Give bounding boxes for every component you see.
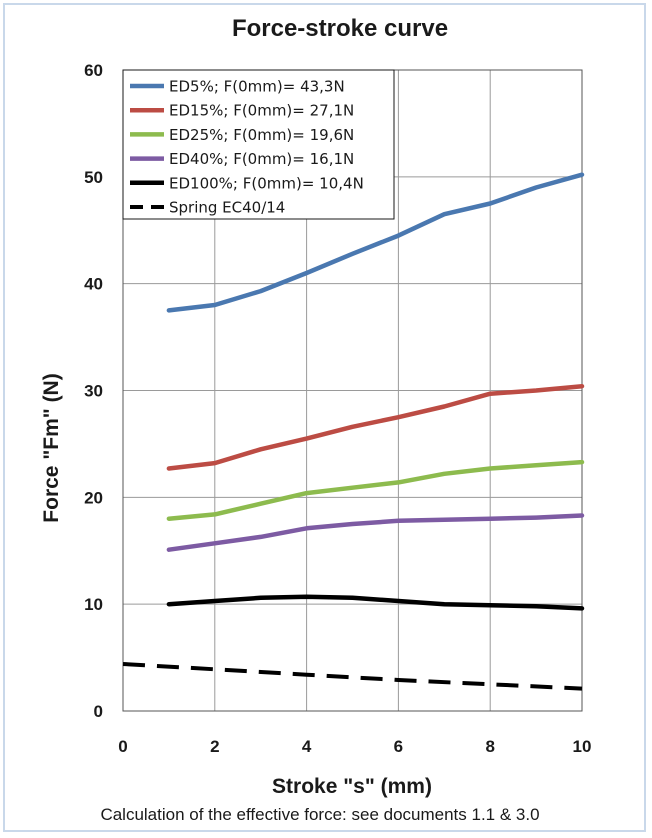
legend-label: ED5%; F(0mm)= 43,3N: [169, 78, 345, 96]
legend-box: [122, 69, 395, 220]
y-tick-label: 20: [84, 488, 103, 507]
legend-label: ED40%; F(0mm)= 16,1N: [169, 150, 354, 168]
x-tick-label: 4: [302, 737, 312, 756]
series-line: [122, 662, 583, 691]
x-tick-label: 6: [394, 737, 403, 756]
y-axis-ticks: 0 10 20 30 40 50 60: [84, 61, 103, 721]
series-line: [166, 459, 585, 521]
legend-label: ED25%; F(0mm)= 19,6N: [169, 126, 354, 144]
x-axis-title: Stroke "s" (mm): [272, 775, 432, 798]
y-axis-title: Force "Fm" (N): [40, 373, 63, 522]
x-tick-label: 8: [485, 737, 494, 756]
legend: ED5%; F(0mm)= 43,3N ED15%; F(0mm)= 27,1N E…: [122, 69, 395, 220]
y-tick-label: 50: [84, 168, 103, 187]
y-tick-label: 30: [84, 382, 103, 401]
legend-label: ED15%; F(0mm)= 27,1N: [169, 102, 354, 120]
series-line: [166, 172, 585, 313]
y-tick-label: 0: [94, 702, 103, 721]
y-tick-label: 60: [84, 61, 103, 80]
legend-label: Spring EC40/14: [169, 199, 285, 217]
series-line: [166, 594, 585, 611]
x-axis-ticks: 0 2 4 6 8 10: [118, 737, 591, 756]
series-line: [166, 383, 585, 471]
chart-caption: Calculation of the effective force: see …: [100, 805, 539, 824]
y-tick-label: 10: [84, 595, 103, 614]
x-tick-label: 2: [210, 737, 219, 756]
y-tick-label: 40: [84, 275, 103, 294]
x-tick-label: 0: [118, 737, 127, 756]
legend-label: ED100%; F(0mm)= 10,4N: [169, 174, 364, 192]
series-line: [166, 513, 585, 552]
series-group: [122, 172, 585, 691]
x-tick-label: 10: [573, 737, 592, 756]
chart-title: Force-stroke curve: [232, 15, 448, 42]
